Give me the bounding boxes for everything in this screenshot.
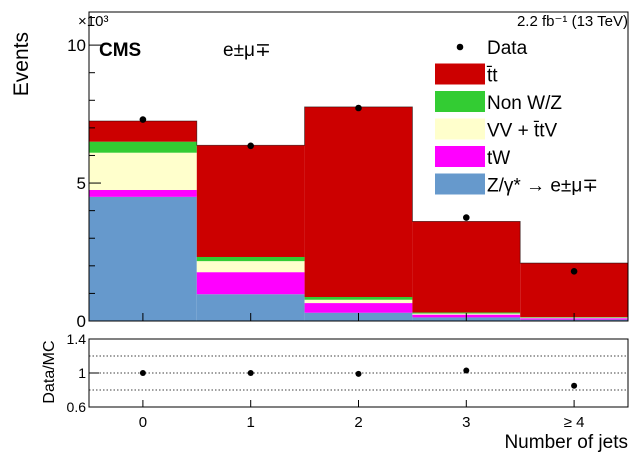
legend-label-tw: tW — [487, 148, 510, 169]
ratio-y-tick-label-1: 1 — [78, 365, 86, 381]
x-tick-label-1: 1 — [247, 414, 255, 431]
ratio-plot-panel: 0.6 1 1.4 0 1 2 3 ≥ 4 — [67, 331, 629, 431]
bar-t-t-1 — [196, 145, 305, 257]
ratio-point-2 — [355, 370, 362, 377]
bar-vv-t-tv-0 — [89, 152, 197, 190]
bar-vv-t-tv-2 — [304, 299, 413, 304]
y-axis-title: Events — [10, 32, 33, 96]
data-point-3 — [463, 214, 470, 221]
legend-swatch-non-w-z — [435, 91, 485, 112]
bar-t-t-0 — [89, 120, 197, 142]
data-point-0 — [139, 116, 147, 123]
legend-swatch-z-e — [435, 173, 485, 195]
ratio-y-tick-label-1_4: 1.4 — [67, 331, 87, 347]
channel-label: e±μ∓ — [223, 40, 271, 61]
data-point-4 — [570, 268, 578, 275]
legend-label-non-w-z: Non W/Z — [487, 93, 562, 114]
experiment-label: CMS — [99, 40, 141, 61]
x-tick-label-2: 2 — [354, 414, 362, 431]
bar-tw-1 — [196, 272, 305, 295]
x-tick-label-0: 0 — [139, 414, 147, 431]
bar-z-e-0 — [89, 196, 197, 321]
y-multiplier: ×10³ — [78, 13, 108, 30]
x-tick-label-3: 3 — [462, 414, 470, 431]
bar-non-w-z-1 — [196, 256, 305, 262]
ratio-point-3 — [463, 367, 470, 374]
y-tick-label-10: 10 — [67, 36, 86, 55]
legend-label-z-e: Z/γ* → e±μ∓ — [487, 176, 598, 197]
legend-swatch-tw — [435, 146, 485, 167]
x-axis-title: Number of jets — [504, 432, 628, 453]
bar-non-w-z-2 — [304, 296, 413, 300]
legend-label-data: Data — [487, 38, 528, 59]
bar-tw-0 — [89, 189, 197, 197]
legend-label-t-t: t̄t — [486, 66, 498, 87]
data-point-2 — [355, 104, 362, 112]
y-tick-label-0: 0 — [77, 312, 86, 331]
legend-swatch-t-t — [435, 63, 485, 85]
data-point-1 — [247, 142, 254, 150]
ratio-y-axis-title: Data/MC — [41, 340, 58, 403]
ratio-point-1 — [247, 370, 254, 376]
x-tick-label-4: ≥ 4 — [564, 414, 585, 431]
y-tick-label-5: 5 — [77, 174, 86, 193]
legend-marker-data — [456, 43, 464, 51]
bar-t-t-2 — [304, 106, 413, 297]
bar-tw-2 — [304, 303, 413, 313]
ratio-y-tick-label-0_6: 0.6 — [67, 399, 87, 415]
legend-label-vv-t-tv: VV + t̄tV — [487, 121, 558, 142]
legend-swatch-vv-t-tv — [435, 118, 485, 140]
ratio-point-0 — [139, 370, 146, 376]
bar-non-w-z-0 — [89, 141, 197, 153]
bar-vv-t-tv-1 — [196, 261, 305, 273]
main-plot-panel: 0 5 10 Data t̄t Non W/Z VV + t̄tV tW Z/γ* → e±μ∓ — [67, 11, 629, 331]
bar-non-w-z-3 — [412, 312, 521, 314]
luminosity-label: 2.2 fb⁻¹ (13 TeV) — [517, 13, 628, 30]
bar-t-t-3 — [412, 221, 521, 313]
ratio-point-4 — [571, 382, 578, 389]
